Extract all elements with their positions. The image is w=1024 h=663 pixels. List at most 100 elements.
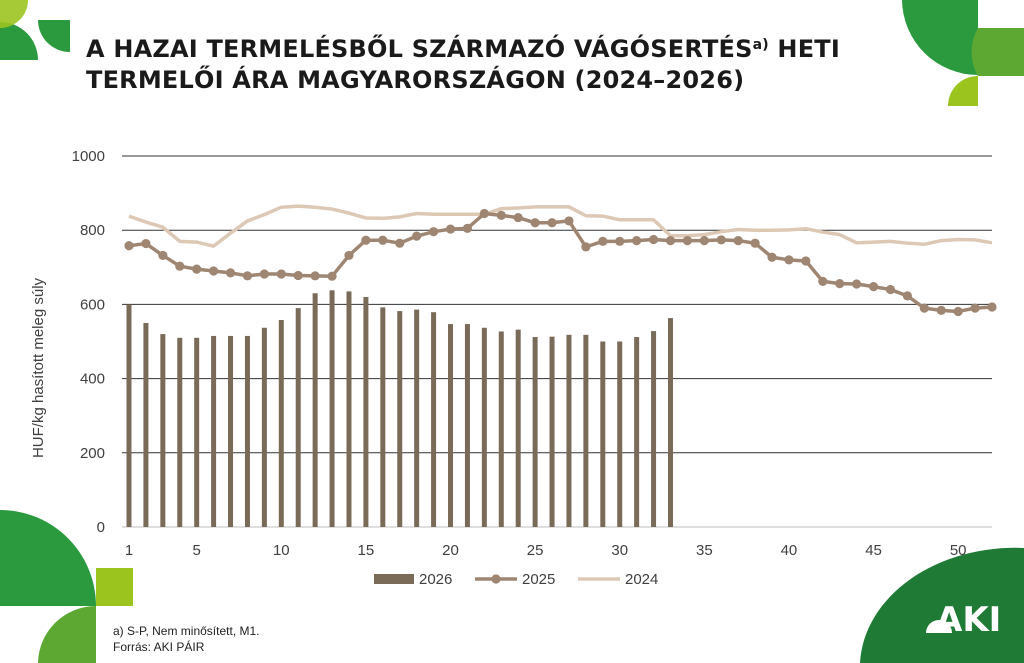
bar-2026: [515, 329, 521, 527]
point-2025: [936, 305, 946, 315]
point-2025: [158, 250, 168, 261]
point-2025: [852, 279, 862, 289]
bar-2026: [651, 331, 657, 527]
legend-label-2026: 2026: [419, 571, 452, 588]
bar-2026: [244, 335, 250, 527]
point-2025: [767, 252, 777, 262]
legend-label-2024: 2024: [625, 571, 658, 588]
x-tick-label: 30: [611, 542, 628, 559]
legend-label-2025: 2025: [522, 571, 555, 588]
point-2025: [395, 238, 405, 248]
x-tick-label: 20: [442, 542, 459, 559]
bar-2026: [566, 334, 572, 527]
y-tick-label: 0: [97, 519, 105, 536]
x-tick-label: 45: [865, 542, 882, 559]
point-2025: [564, 216, 574, 226]
point-2025: [259, 269, 269, 279]
y-tick-label: 200: [80, 445, 105, 462]
title-line2: TERMELŐI ÁRA MAGYARORSZÁGON (2024–2026): [86, 66, 745, 94]
x-tick-label: 15: [358, 542, 375, 559]
point-2025: [919, 303, 929, 313]
bar-2026: [160, 334, 166, 527]
bar-2026: [397, 311, 403, 527]
point-2025: [225, 268, 236, 278]
point-2025: [581, 242, 591, 252]
x-axis-ticks: 1 5 10 15 20 25 30 35 40 45 50: [125, 542, 967, 559]
y-tick-label: 800: [80, 222, 105, 239]
point-2025: [141, 238, 151, 249]
point-2025: [192, 264, 202, 274]
point-2025: [970, 303, 980, 313]
bar-2026: [498, 331, 504, 527]
x-tick-label: 5: [193, 542, 201, 559]
x-tick-label: 10: [273, 542, 290, 559]
point-2025: [242, 271, 253, 281]
bar-2026: [431, 312, 437, 527]
point-2025: [784, 255, 794, 265]
point-2025: [310, 271, 320, 281]
bar-2026: [312, 293, 318, 527]
bar-2026: [549, 336, 555, 527]
bar-2026: [667, 318, 673, 527]
bar-2026: [600, 341, 606, 527]
bar-2026: [228, 335, 234, 527]
bar-2026: [194, 337, 200, 527]
bar-2026: [464, 324, 470, 527]
bar-2026: [617, 341, 623, 527]
logo-dome: [926, 620, 952, 633]
legend-swatch-2026: [374, 574, 414, 584]
bar-2026: [295, 308, 301, 527]
point-2025: [699, 235, 709, 246]
point-2025: [801, 256, 811, 266]
point-2025: [835, 279, 845, 289]
point-2025: [547, 218, 557, 228]
series-line-2025: [128, 211, 993, 314]
bar-2026: [363, 296, 369, 527]
point-2025: [716, 235, 726, 245]
point-2025: [818, 276, 828, 286]
y-tick-label: 600: [80, 296, 105, 313]
x-tick-label: 25: [527, 542, 544, 559]
y-axis-ticks: 0 200 400 600 800 1000: [72, 148, 105, 536]
point-2025: [598, 236, 608, 246]
x-tick-label: 40: [781, 542, 798, 559]
point-2025: [462, 223, 473, 233]
point-2025: [902, 291, 912, 301]
bar-2026: [177, 337, 183, 527]
point-2025: [750, 238, 760, 248]
footnote: a) S-P, Nem minősített, M1.: [113, 624, 260, 638]
bar-2026: [211, 335, 217, 527]
bar-2026: [532, 337, 538, 527]
point-2025: [428, 227, 439, 237]
bar-2026: [448, 324, 454, 527]
bar-2026: [380, 307, 386, 527]
title-line1-end: HETI: [768, 35, 840, 63]
line-2025: [124, 208, 997, 317]
title-line1: A HAZAI TERMELÉSBŐL SZÁRMAZÓ VÁGÓSERTÉS: [86, 35, 753, 63]
point-2025: [276, 269, 286, 279]
x-tick-label: 35: [696, 542, 713, 559]
chart-title: A HAZAI TERMELÉSBŐL SZÁRMAZÓ VÁGÓSERTÉSa…: [86, 30, 926, 96]
point-2025: [344, 250, 354, 261]
legend-marker-2025: [491, 574, 501, 584]
point-2025: [733, 235, 743, 246]
point-2025: [632, 235, 642, 246]
bar-2026: [481, 327, 487, 527]
point-2025: [445, 224, 456, 234]
title-footnote-marker: a): [752, 37, 769, 53]
y-axis-label: HUF/kg hasított meleg súly: [30, 277, 47, 458]
point-2025: [665, 235, 676, 246]
bar-2026: [346, 291, 352, 527]
point-2025: [868, 281, 879, 292]
point-2025: [615, 236, 625, 246]
x-tick-label: 1: [125, 542, 133, 559]
point-2025: [513, 212, 523, 223]
bar-2026: [278, 319, 284, 527]
bar-2026: [329, 290, 335, 527]
point-2025: [987, 302, 997, 312]
point-2025: [885, 284, 896, 295]
bar-2026: [261, 327, 267, 527]
point-2025: [124, 241, 134, 251]
point-2025: [479, 208, 489, 219]
